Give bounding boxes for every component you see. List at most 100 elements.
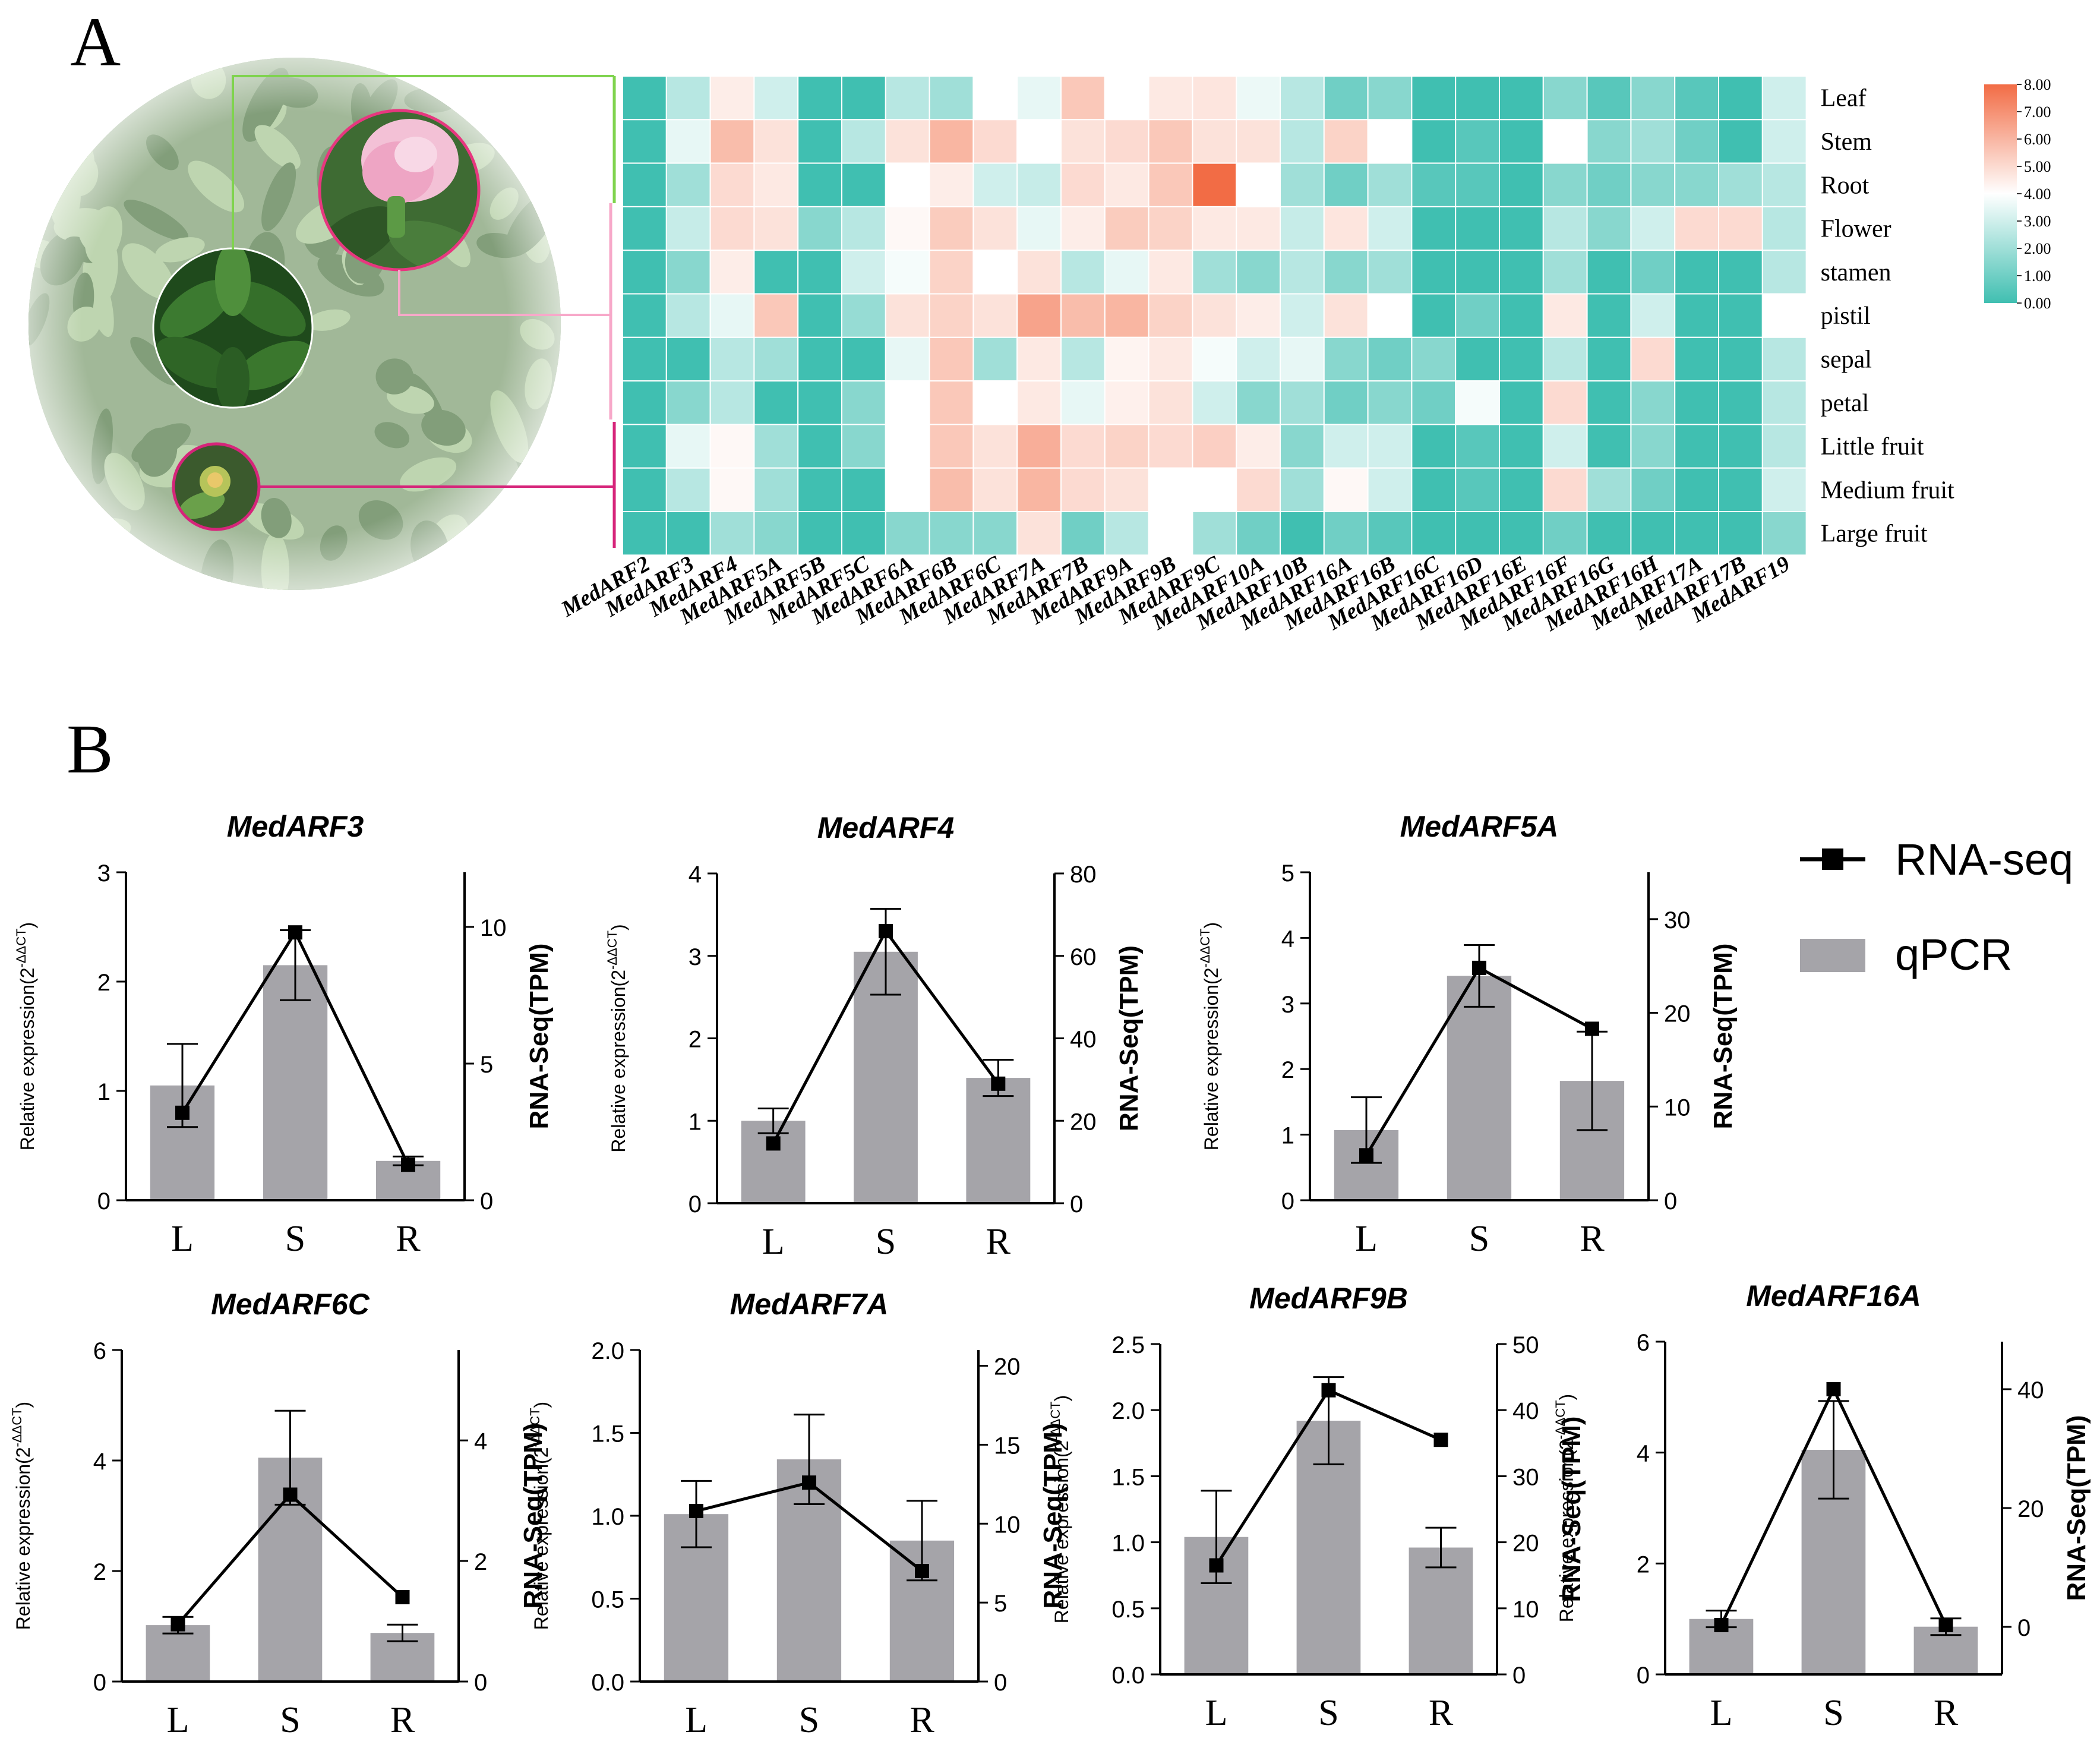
color-scale-tick-label: 4.00 <box>2024 185 2051 203</box>
heatmap-cell <box>622 293 667 338</box>
heatmap-cell <box>929 424 974 469</box>
y2-tick-label: 20 <box>1512 1531 1539 1557</box>
heatmap-cell <box>1455 467 1500 513</box>
heatmap-cell <box>1148 511 1193 556</box>
x-category-label: R <box>910 1700 934 1740</box>
heatmap-cell <box>1060 162 1106 207</box>
heatmap-cell <box>709 467 755 513</box>
heatmap-cell <box>622 119 667 164</box>
y2-tick-label: 10 <box>994 1512 1021 1538</box>
rnaseq-marker <box>915 1564 929 1578</box>
heatmap-cell <box>1367 336 1413 382</box>
heatmap-cell <box>972 336 1018 382</box>
heatmap-cell <box>885 336 930 382</box>
heatmap-cell <box>1761 162 1807 207</box>
tissue-label: Large fruit <box>1821 521 1928 548</box>
heatmap-cell <box>1280 511 1325 556</box>
heatmap-cell <box>1323 467 1369 513</box>
heatmap-cell <box>1542 467 1588 513</box>
heatmap-cell <box>1236 336 1281 382</box>
heatmap-cell <box>1192 119 1237 164</box>
heatmap-cell <box>1280 293 1325 338</box>
rnaseq-marker <box>1714 1618 1729 1632</box>
y-axis-title: Relative expression(2-ΔΔCT) <box>1553 1394 1577 1622</box>
heatmap-cell <box>1411 336 1457 382</box>
heatmap-cell <box>797 250 842 295</box>
heatmap-cell <box>1718 467 1763 513</box>
heatmap-cell <box>1455 162 1500 207</box>
heatmap-cell <box>1323 293 1369 338</box>
color-scale-gradient <box>1984 84 2017 303</box>
heatmap-cell <box>797 293 842 338</box>
heatmap-cell <box>1148 467 1193 513</box>
y-tick-label: 0 <box>1281 1188 1294 1215</box>
leaf-shape <box>474 538 524 583</box>
qpcr-bar <box>146 1625 210 1682</box>
heatmap-cell <box>1761 467 1807 513</box>
y-axis-title: Relative expression(2-ΔΔCT) <box>528 1402 552 1630</box>
heatmap-cell <box>1455 250 1500 295</box>
heatmap-cell <box>1367 511 1413 556</box>
heatmap-cell <box>1060 424 1106 469</box>
heatmap-cell <box>1586 336 1632 382</box>
heatmap-cell <box>1630 511 1676 556</box>
heatmap-cell <box>1761 511 1807 556</box>
heatmap-cell <box>1104 206 1150 251</box>
heatmap-cell <box>1718 206 1763 251</box>
heatmap-cell <box>972 250 1018 295</box>
heatmap-cell <box>885 206 930 251</box>
chart-MedARF16A: MedARF16A 0 2 4 6 0 20 40 L S R Relative expression… <box>1553 1279 2091 1733</box>
heatmap-cell <box>1192 511 1237 556</box>
heatmap-cell <box>972 380 1018 425</box>
heatmap-cell <box>1542 424 1588 469</box>
heatmap-cell <box>665 424 711 469</box>
heatmap-cell <box>1411 206 1457 251</box>
heatmap-cell <box>753 424 799 469</box>
heatmap-cell <box>1411 293 1457 338</box>
heatmap-cell <box>1016 336 1062 382</box>
y2-axis-title: RNA-Seq(TPM) <box>2062 1415 2091 1601</box>
heatmap-cell <box>1016 250 1062 295</box>
heatmap-cell <box>1104 75 1150 121</box>
heatmap-cell <box>1586 511 1632 556</box>
rnaseq-marker <box>991 1076 1006 1091</box>
heatmap-cell <box>1630 162 1676 207</box>
y-tick-label: 1.0 <box>1111 1531 1145 1557</box>
heatmap-cell <box>1674 75 1719 121</box>
chart-MedARF6C: MedARF6C 0 2 4 6 0 2 4 L S R Relative expression(2-… <box>10 1288 548 1740</box>
x-category-label: S <box>280 1700 300 1740</box>
y-tick-label: 4 <box>1637 1441 1650 1467</box>
heatmap-gene-labels: MedARF2MedARF3MedARF4MedARF5AMedARF5BMed… <box>557 551 1794 636</box>
y2-tick-label: 40 <box>2017 1377 2044 1403</box>
heatmap-cell <box>1761 336 1807 382</box>
heatmap-cell <box>1236 75 1281 121</box>
y-tick-label: 2 <box>1281 1057 1294 1083</box>
heatmap-cell <box>1323 511 1369 556</box>
heatmap-cell <box>1586 293 1632 338</box>
y-tick-label: 2.5 <box>1111 1332 1145 1358</box>
panel-b-label: B <box>67 710 113 788</box>
heatmap-cell <box>929 206 974 251</box>
heatmap-cell <box>753 467 799 513</box>
x-category-label: R <box>1934 1693 1959 1733</box>
y2-axis-title: RNA-Seq(TPM) <box>1557 1417 1586 1603</box>
heatmap-cell <box>1367 206 1413 251</box>
heatmap-cell <box>1586 75 1632 121</box>
heatmap-cell <box>1236 380 1281 425</box>
heatmap-cell <box>1674 293 1719 338</box>
qpcr-bar <box>1447 976 1512 1200</box>
heatmap-cell <box>1761 206 1807 251</box>
heatmap-cell <box>1630 119 1676 164</box>
heatmap-cell <box>797 162 842 207</box>
heatmap-cell <box>1148 119 1193 164</box>
heatmap-cell <box>1367 162 1413 207</box>
heatmap-cell <box>622 336 667 382</box>
rnaseq-marker <box>1209 1558 1224 1573</box>
y-tick-label: 4 <box>1281 926 1294 952</box>
heatmap-cell <box>1586 250 1632 295</box>
heatmap-cell <box>753 380 799 425</box>
heatmap-cell <box>1718 119 1763 164</box>
heatmap-cell <box>1455 293 1500 338</box>
color-scale-tick-label: 0.00 <box>2024 295 2051 312</box>
heatmap-cell <box>1455 511 1500 556</box>
